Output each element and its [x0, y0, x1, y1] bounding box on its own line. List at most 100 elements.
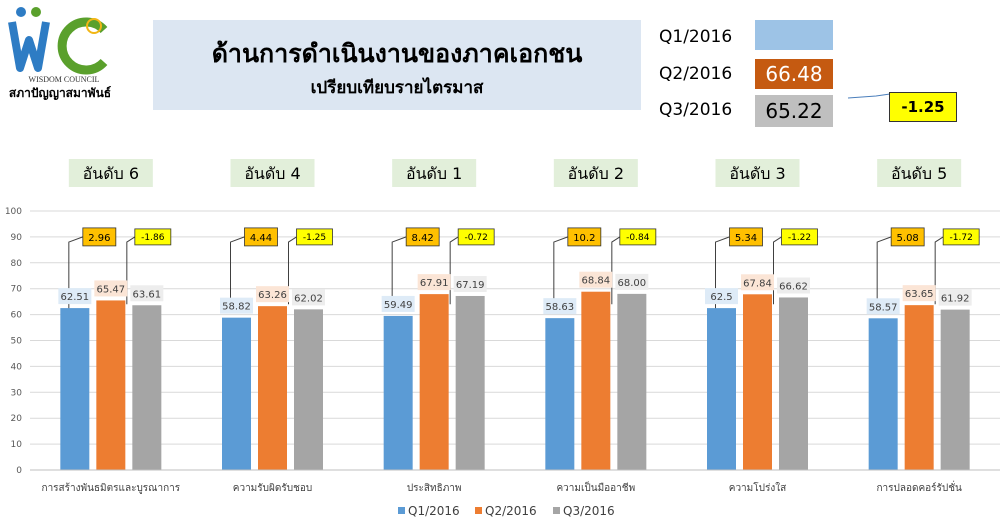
data-label-bg	[58, 288, 92, 305]
data-label: 68.00	[618, 278, 647, 289]
data-label-bg	[256, 286, 289, 303]
q3-diff-label: -1.22	[788, 233, 811, 243]
y-tick-label: 0	[16, 466, 22, 476]
bar	[222, 317, 251, 470]
q3-diff-label: -1.86	[141, 233, 165, 243]
data-label-bg	[94, 280, 128, 297]
q3-diff-box	[134, 228, 172, 246]
q2-diff-label: 8.42	[412, 233, 434, 244]
q2-diff-box	[567, 227, 602, 247]
data-label: 63.61	[133, 289, 162, 300]
y-tick-label: 20	[11, 414, 23, 424]
bar	[868, 318, 898, 470]
y-tick-label: 80	[11, 259, 23, 269]
x-tick-label: การปลอดคอร์รัปชั่น	[876, 480, 962, 494]
bar	[779, 297, 808, 470]
q3-diff-box	[296, 228, 333, 246]
data-label: 58.57	[869, 302, 898, 313]
bar	[545, 318, 575, 470]
summary-q2-value: 66.48	[755, 59, 833, 89]
rank-label-box	[392, 159, 477, 187]
diff-leader-line	[934, 236, 944, 305]
data-label: 65.47	[97, 284, 126, 295]
data-label: 63.65	[905, 289, 934, 300]
summary-q3-value: 65.22	[755, 95, 833, 127]
summary-q2-label: Q2/2016	[659, 64, 733, 84]
rank-label: อันดับ 3	[729, 164, 785, 183]
legend-swatch	[553, 507, 560, 514]
q3-diff-label: -1.25	[303, 233, 326, 243]
bar	[581, 291, 611, 470]
bar	[940, 309, 970, 470]
data-label: 63.26	[258, 290, 287, 301]
data-label-bg	[453, 275, 487, 292]
data-label: 59.49	[384, 300, 413, 311]
q2-diff-box	[405, 227, 440, 247]
bar	[258, 306, 287, 470]
logo-org-th: สภาปัญญาสมาพันธ์	[9, 86, 111, 100]
rank-label-box	[68, 159, 153, 187]
q2-diff-box	[244, 227, 278, 247]
q3-diff-label: -0.72	[465, 233, 488, 243]
logo-org-en: WISDOM COUNCIL	[29, 75, 100, 84]
data-label-bg	[381, 295, 415, 312]
data-label-bg	[292, 289, 325, 306]
x-tick-label: ความโปร่งใส	[729, 481, 786, 494]
bar	[383, 315, 413, 470]
q2-diff-box	[729, 227, 763, 247]
title-panel: ด้านการดำเนินงานของภาคเอกชน เปรียบเทียบร…	[153, 20, 641, 110]
diff-leader-line	[230, 236, 245, 310]
data-label: 58.63	[546, 302, 575, 313]
bar	[455, 295, 485, 470]
q2-diff-label: 4.44	[250, 233, 272, 244]
data-label: 62.02	[294, 293, 323, 304]
logo-w-mark	[8, 21, 50, 72]
rank-label: อันดับ 5	[891, 164, 947, 183]
rank-label-box	[715, 159, 800, 187]
logo-c-mark	[57, 17, 108, 75]
overall-change-badge: -1.25	[889, 92, 957, 122]
rank-label: อันดับ 2	[568, 164, 624, 183]
q3-diff-label: -0.84	[626, 233, 650, 243]
logo-dot-blue	[16, 7, 26, 17]
page-subtitle: เปรียบเทียบรายไตรมาส	[310, 78, 484, 98]
data-label-bg	[938, 289, 972, 306]
y-tick-label: 10	[11, 440, 23, 450]
q2-diff-label: 5.08	[897, 233, 919, 244]
diff-leader-line	[715, 236, 730, 310]
data-label-bg	[579, 271, 613, 288]
rank-label: อันดับ 1	[406, 164, 462, 183]
diff-leader-line	[391, 236, 407, 310]
bar	[132, 305, 162, 470]
bar	[904, 305, 934, 470]
q2-diff-box	[890, 227, 925, 247]
x-tick-label: ความเป็นมืออาชีพ	[556, 480, 635, 494]
data-label-bg	[130, 285, 164, 302]
data-label: 68.84	[582, 276, 611, 287]
diff-leader-line	[553, 236, 569, 310]
x-tick-label: การสร้างพันธมิตรและบูรณาการ	[42, 482, 181, 494]
q2-diff-label: 2.96	[88, 233, 110, 244]
page-title: ด้านการดำเนินงานของภาคเอกชน	[211, 39, 583, 68]
q3-diff-box	[942, 228, 980, 246]
q2-diff-label: 5.34	[735, 233, 757, 244]
data-label: 67.19	[456, 280, 485, 291]
y-tick-label: 50	[11, 337, 23, 347]
data-label: 67.91	[420, 278, 449, 289]
bar	[419, 294, 449, 470]
rank-label: อันดับ 4	[244, 164, 300, 183]
y-tick-label: 70	[11, 285, 23, 295]
y-tick-label: 60	[11, 311, 23, 321]
data-label-bg	[741, 274, 774, 291]
q3-diff-label: -1.72	[950, 233, 973, 243]
bar	[60, 308, 90, 470]
rank-label-box	[877, 159, 962, 187]
wisdom-council-logo: WISDOM COUNCIL สภาปัญญาสมาพันธ์	[8, 7, 111, 100]
summary-q1-swatch	[755, 20, 833, 50]
data-label: 62.51	[61, 292, 90, 303]
data-label-bg	[777, 277, 810, 294]
y-tick-label: 30	[11, 388, 23, 398]
x-tick-label: ความรับผิดรับชอบ	[233, 483, 312, 494]
y-tick-label: 40	[11, 362, 23, 372]
data-label: 58.82	[222, 302, 251, 313]
